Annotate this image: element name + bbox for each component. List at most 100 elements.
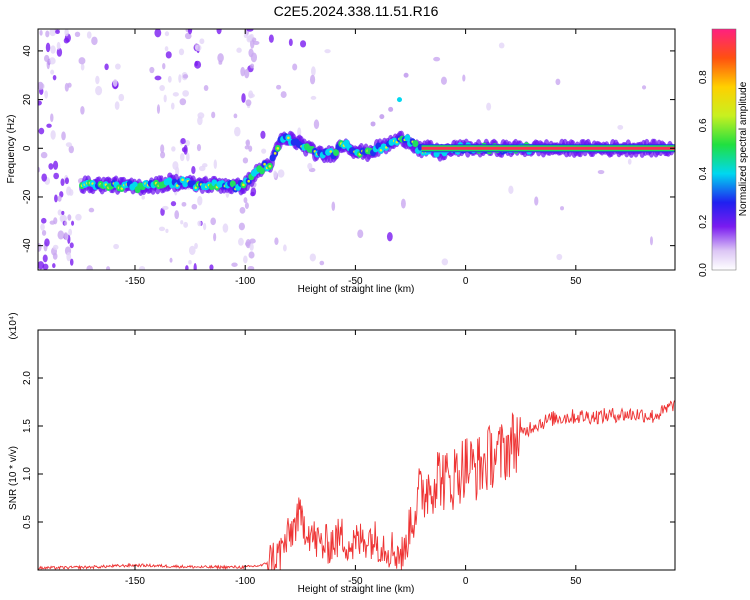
spectrogram-noise-blob [197, 116, 203, 126]
spectrogram-noise-blob [597, 170, 605, 175]
snr-x-tick-label: -100 [235, 576, 255, 587]
spectrogram-noise-blob [297, 127, 302, 138]
spectrogram-noise-blob [250, 52, 258, 63]
spectrogram-y-tick-label: -40 [22, 238, 33, 253]
spectrogram-noise-blob [139, 265, 146, 270]
spectrogram-noise-blob [164, 31, 170, 37]
spectrogram-y-tick-label: 40 [22, 45, 33, 57]
spectrogram-x-ticks: -150 -100 -50 0 50 [125, 29, 582, 287]
spectrogram-noise-blob [39, 29, 43, 36]
spectrogram-noise-blob [65, 142, 73, 148]
spectrogram-noise-blob [234, 126, 241, 137]
spectrogram-branch-point [403, 72, 409, 78]
snr-panel: -150 -100 -50 0 50 0.5 1.0 1.5 2.0 Height of st… [8, 312, 676, 595]
spectrogram-x-tick-label: 0 [463, 276, 469, 287]
spectrogram-noise-blob [154, 75, 162, 81]
spectrogram-noise-blob [45, 42, 51, 53]
spectrogram-noise-blob [213, 232, 217, 242]
spectrogram-noise-blob [61, 131, 66, 141]
spectrogram-noise-blob [182, 74, 189, 79]
spectrogram-noise-blob [74, 31, 81, 38]
spectrogram-noise-blob [165, 51, 172, 59]
spectrogram-noise-blob [41, 173, 47, 182]
spectrogram-noise-blob [300, 40, 307, 48]
spectrogram-noise-blob [180, 138, 186, 145]
spectrogram-noise-blob [187, 29, 193, 35]
spectrogram-noise-blob [170, 201, 177, 207]
colorbar-tick-label: 0.0 [698, 263, 709, 277]
spectrogram-noise-blob [172, 92, 179, 97]
spectrogram-noise-blob [114, 101, 120, 110]
spectrogram-noise-blob [331, 201, 336, 212]
spectrogram-noise-blob [88, 207, 95, 213]
spectrogram-ridge-peak [287, 136, 290, 140]
spectrogram-noise-blob [250, 191, 255, 197]
spectrogram-noise-blob [199, 38, 205, 45]
spectrogram-noise-blob [617, 124, 624, 130]
spectrogram-noise-blob [165, 228, 169, 233]
spectrogram-noise-blob [38, 81, 44, 91]
snr-y-tick-label: 0.5 [22, 515, 33, 529]
spectrogram-ridge-peak [247, 179, 251, 183]
spectrogram-noise-blob [52, 263, 56, 269]
spectrogram-noise-blob [276, 84, 282, 90]
spectrogram-y-tick-label: 20 [22, 94, 33, 106]
spectrogram-noise-blob [274, 237, 279, 245]
spectrogram-noise-blob [55, 29, 60, 34]
spectrogram-noise-blob [50, 130, 56, 140]
spectrogram-noise-blob [40, 223, 45, 231]
spectrogram-noise-blob [231, 262, 238, 267]
spectrogram-noise-blob [42, 254, 48, 263]
spectrogram-noise-blob [202, 163, 208, 168]
snr-scale-label: (x10⁴) [8, 312, 19, 339]
spectrogram-noise-blob [141, 195, 145, 200]
colorbar-tick-label: 0.2 [698, 214, 709, 228]
spectrogram-noise-blob [244, 68, 250, 79]
spectrogram-noise-blob [243, 33, 248, 39]
spectrogram-ridge-core [333, 148, 340, 156]
spectrogram-noise-blob [183, 221, 189, 228]
spectrogram-noise-blob [38, 261, 45, 270]
spectrogram-branch-point [396, 97, 402, 103]
spectrogram-noise-blob [191, 203, 198, 210]
spectrogram-noise-blob [238, 222, 245, 231]
spectrogram-noise-blob [38, 166, 41, 173]
spectrogram-noise-blob [433, 56, 441, 62]
spectrogram-noise-blob [59, 214, 67, 223]
spectrogram-noise-blob [178, 48, 185, 56]
spectrogram-noise-blob [249, 243, 254, 251]
spectrogram-noise-blob [50, 45, 56, 54]
spectrogram-frame [37, 28, 676, 271]
spectrogram-noise-blob [164, 46, 169, 52]
spectrogram-noise-blob [169, 257, 173, 263]
spectrogram-noise-blob [244, 202, 249, 209]
spectrogram-noise-blob [441, 258, 449, 266]
spectrogram-noise-blob [197, 220, 202, 227]
spectrogram-xlabel: Height of straight line (km) [298, 284, 415, 295]
spectrogram-noise-blob [307, 162, 313, 170]
spectrogram-noise-blob [252, 40, 260, 46]
spectrogram-noise-blob [38, 100, 42, 106]
spectrogram-noise-blob [80, 63, 85, 71]
spectrogram-branch-point [388, 106, 394, 112]
spectrogram-noise-blob [95, 85, 103, 96]
spectrogram-noise-blob [210, 217, 216, 226]
spectrogram-noise-blob [240, 66, 246, 77]
spectrogram-noise-blob [40, 151, 48, 159]
spectrogram-noise-blob [71, 220, 75, 226]
snr-frame [37, 329, 676, 571]
spectrogram-noise-blob [196, 143, 202, 152]
spectrogram-noise-blob [64, 29, 69, 37]
spectrogram-ridge-core [412, 140, 419, 148]
spectrogram-noise-blob [641, 85, 647, 90]
spectrogram-noise-blob [50, 113, 54, 123]
spectrogram-noise-blob [68, 189, 74, 196]
spectrogram-noise-blob [250, 38, 255, 49]
spectrogram-noise-blob [440, 76, 447, 85]
spectrogram-noise-blob [243, 255, 248, 264]
spectrogram-noise-blob [400, 198, 406, 209]
spectrogram-noise-blob [112, 79, 118, 87]
spectrogram-noise-blob [194, 44, 202, 52]
spectrogram-y-ticks: 40 20 0 -20 -40 [22, 45, 675, 253]
